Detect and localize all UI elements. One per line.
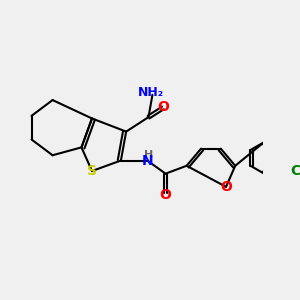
Text: O: O: [157, 100, 169, 114]
Text: S: S: [87, 164, 97, 178]
Text: O: O: [160, 188, 172, 202]
Text: H: H: [144, 150, 153, 160]
Text: N: N: [141, 154, 153, 167]
Text: Cl: Cl: [290, 164, 300, 178]
Text: O: O: [220, 180, 232, 194]
Text: NH₂: NH₂: [138, 86, 164, 99]
